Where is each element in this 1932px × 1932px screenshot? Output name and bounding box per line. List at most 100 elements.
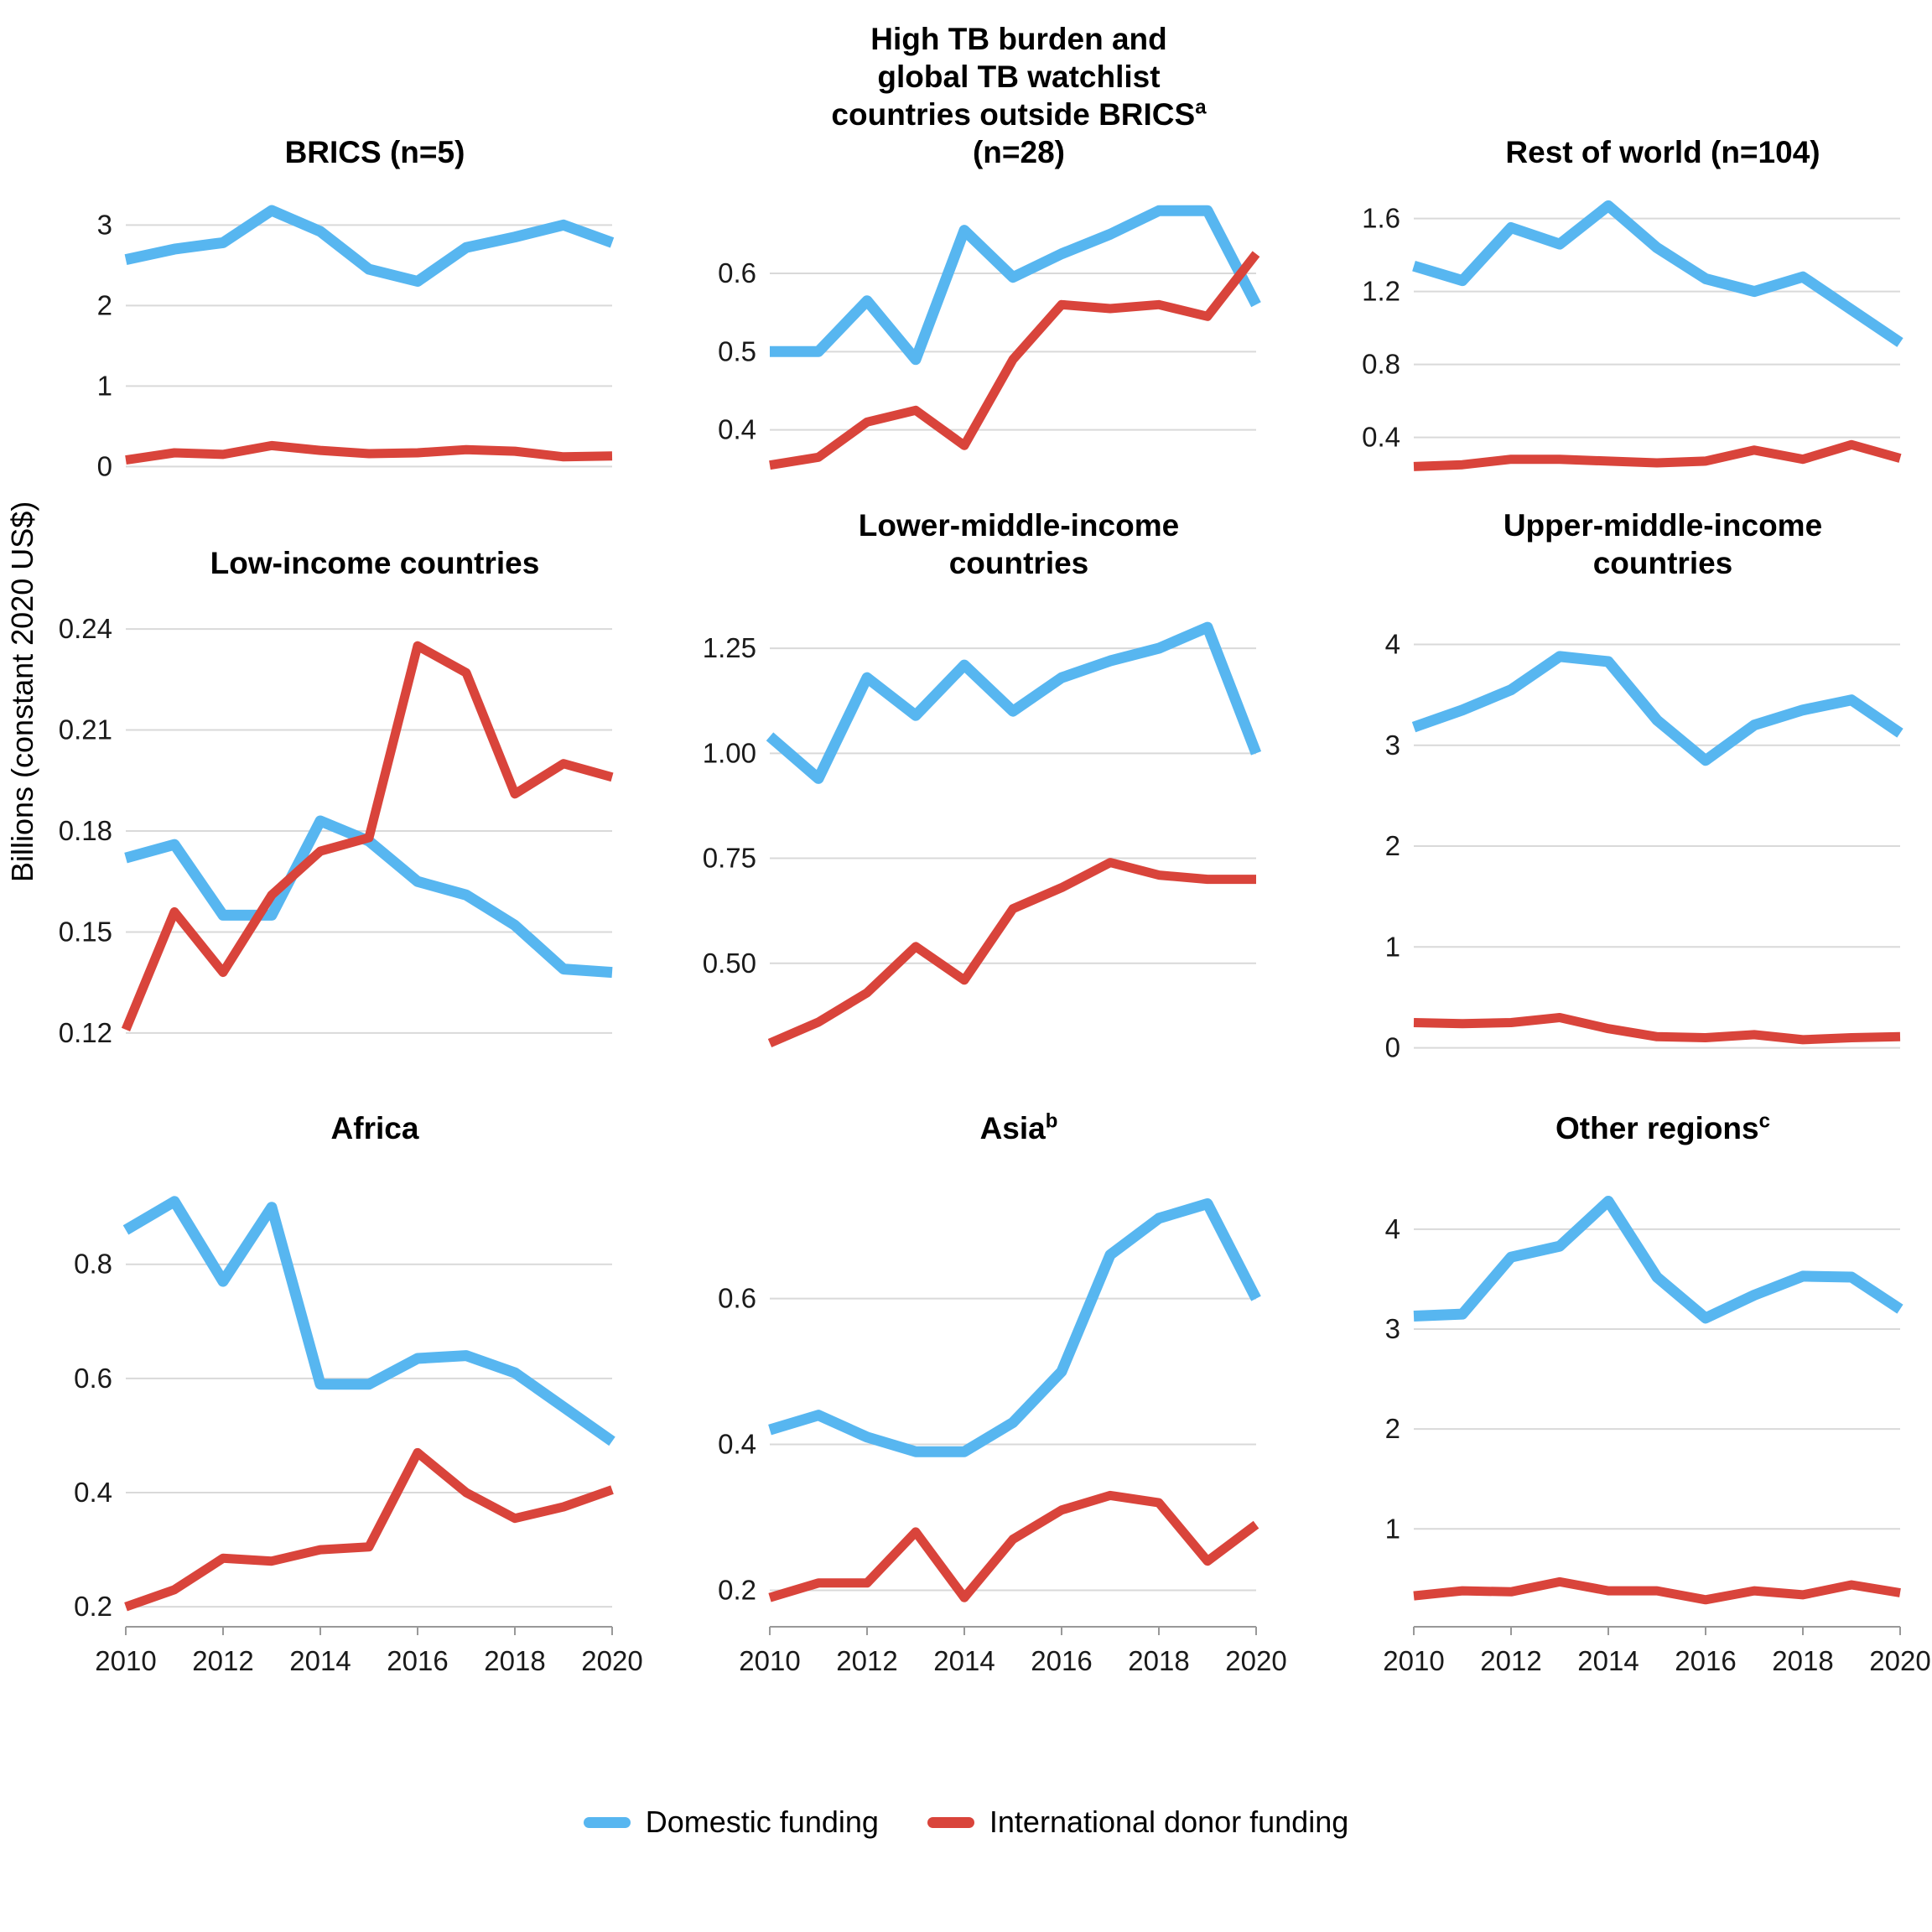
x-tick-label: 2010	[1383, 1645, 1444, 1676]
panel-rest-of-world: Rest of world (n=104) 0.4 0.8 1.2 1.6	[1288, 29, 1932, 483]
chart-asia: 0.2 0.4 0.6 2010 2012 2014 2016 2018 2020	[718, 1198, 1287, 1676]
panel-other-regions: Other regionsc 1 2 3 4 2010 2012 2014 2016 2018 20…	[1288, 1070, 1932, 1719]
legend-swatch-donor-icon	[927, 1816, 974, 1828]
x-tick-label: 2010	[739, 1645, 800, 1676]
line-domestic-upper-middle-income	[1411, 651, 1903, 766]
panel-title-upper-middle-income: Upper-middle-income countries	[1503, 507, 1823, 580]
legend: Domestic funding International donor fun…	[0, 1805, 1932, 1840]
y-tick-label: 1.00	[703, 737, 756, 768]
x-tick-label: 2012	[836, 1645, 897, 1676]
y-tick-label: 0.75	[703, 843, 756, 874]
x-tick-label: 2016	[1031, 1645, 1092, 1676]
line-domestic-high-tb-watchlist	[770, 205, 1261, 366]
y-tick-label: 1.25	[703, 632, 756, 663]
line-donor-brics	[125, 440, 613, 465]
line-donor-other-regions	[1413, 1576, 1901, 1605]
x-tick-label: 2016	[1675, 1645, 1736, 1676]
y-tick-label: 0.5	[718, 335, 756, 366]
y-tick-label: 0.21	[59, 714, 112, 745]
y-tick-label: 0.18	[59, 815, 112, 846]
panel-title-lower-middle-income: Lower-middle-income countries	[858, 507, 1180, 580]
legend-item-domestic: Domestic funding	[583, 1805, 879, 1840]
y-tick-label: 4	[1385, 629, 1400, 660]
line-domestic-other-regions	[1413, 1196, 1903, 1324]
y-tick-label: 0.6	[718, 1283, 756, 1314]
y-tick-label: 1.6	[1362, 203, 1400, 234]
line-donor-asia	[768, 1490, 1259, 1602]
panel-lower-middle-income: Lower-middle-income countries 0.50 0.75 1.00…	[644, 483, 1288, 1070]
chart-other-regions: 1 2 3 4 2010 2012 2014 2016 2018 2020	[1383, 1196, 1931, 1676]
chart-brics: 0 1 2 3	[97, 205, 615, 481]
x-tick-label: 2016	[387, 1645, 448, 1676]
x-tick-label: 2010	[95, 1645, 156, 1676]
legend-swatch-domestic-icon	[583, 1816, 631, 1828]
y-tick-label: 1	[1385, 1513, 1400, 1544]
line-donor-low-income	[121, 641, 614, 1031]
line-domestic-lower-middle-income	[766, 621, 1262, 784]
y-tick-label: 0.6	[74, 1363, 112, 1394]
legend-label-domestic: Domestic funding	[645, 1805, 879, 1839]
y-tick-label: 0.4	[1362, 422, 1400, 453]
footnote-marker-a: a	[1195, 96, 1207, 119]
panels-grid: BRICS (n=5) 0 1 2 3 High TB burden and global …	[0, 21, 1932, 1719]
y-tick-label: 0.24	[59, 613, 112, 644]
y-tick-label: 0.12	[59, 1017, 112, 1048]
line-donor-rest-of-world	[1413, 439, 1902, 471]
line-domestic-low-income	[124, 815, 613, 979]
y-tick-label: 2	[1385, 1413, 1400, 1444]
y-tick-label: 0.4	[74, 1477, 112, 1508]
footnote-marker-b: b	[1045, 1109, 1058, 1133]
panel-title-asia: Asiab	[979, 1109, 1058, 1145]
panel-asia: Asiab 0.2 0.4 0.6 2010 2012 2014 2016 2018 2020	[644, 1070, 1288, 1719]
panel-title-low-income: Low-income countries	[210, 545, 540, 580]
panel-title-other-regions: Other regionsc	[1555, 1109, 1770, 1145]
y-tick-label: 3	[1385, 1313, 1400, 1344]
panel-title-rest-of-world: Rest of world (n=104)	[1505, 134, 1820, 169]
x-tick-label: 2018	[1128, 1645, 1189, 1676]
legend-label-donor: International donor funding	[989, 1805, 1349, 1839]
x-tick-label: 2020	[1869, 1645, 1930, 1676]
x-tick-label: 2018	[484, 1645, 545, 1676]
y-tick-label: 1	[97, 370, 112, 401]
panel-title-high-tb-watchlist: High TB burden and global TB watchlist cou…	[831, 21, 1207, 169]
y-tick-label: 2	[1385, 830, 1400, 861]
y-tick-label: 0.6	[718, 257, 756, 288]
y-tick-label: 1.2	[1362, 276, 1400, 307]
y-tick-label: 4	[1385, 1213, 1400, 1244]
panel-low-income: Low-income countries 0.12 0.15 0.18 0.21 0.24	[0, 483, 644, 1070]
y-tick-label: 0.4	[718, 414, 756, 445]
line-domestic-asia	[768, 1198, 1261, 1457]
x-tick-label: 2012	[1480, 1645, 1541, 1676]
y-tick-label: 0.2	[74, 1591, 112, 1622]
y-tick-label: 3	[97, 209, 112, 240]
y-tick-label: 0	[97, 450, 112, 481]
panel-high-tb-watchlist: High TB burden and global TB watchlist cou…	[644, 21, 1288, 483]
y-tick-label: 2	[97, 289, 112, 320]
y-tick-label: 0	[1385, 1032, 1400, 1063]
y-tick-label: 0.2	[718, 1575, 756, 1606]
panel-title-africa: Africa	[330, 1110, 419, 1145]
panel-africa: Africa 0.2 0.4 0.6 0.8 2010 2012 2014 2016 2018 20…	[0, 1070, 644, 1719]
x-tick-label: 2012	[192, 1645, 253, 1676]
x-tick-label: 2018	[1772, 1645, 1833, 1676]
line-domestic-rest-of-world	[1412, 200, 1903, 347]
line-domestic-africa	[122, 1196, 615, 1446]
chart-high-tb-watchlist: 0.4 0.5 0.6	[718, 205, 1261, 470]
panel-brics: BRICS (n=5) 0 1 2 3	[0, 29, 644, 483]
x-tick-label: 2014	[1577, 1645, 1639, 1676]
chart-rest-of-world: 0.4 0.8 1.2 1.6	[1362, 200, 1903, 471]
legend-item-donor: International donor funding	[927, 1805, 1348, 1840]
y-axis-label: Billions (constant 2020 US$)	[5, 501, 39, 883]
y-tick-label: 0.8	[74, 1249, 112, 1280]
y-tick-label: 0.50	[703, 948, 756, 979]
line-donor-upper-middle-income	[1413, 1013, 1901, 1045]
line-donor-lower-middle-income	[767, 858, 1256, 1048]
chart-africa: 0.2 0.4 0.6 0.8 2010 2012 2014 2016 2018 2020	[74, 1196, 643, 1676]
line-donor-africa	[124, 1447, 614, 1612]
x-tick-label: 2014	[289, 1645, 351, 1676]
y-tick-label: 0.4	[718, 1429, 756, 1460]
x-tick-label: 2020	[581, 1645, 642, 1676]
line-domestic-brics	[124, 205, 615, 287]
panel-upper-middle-income: Upper-middle-income countries 0 1 2 3 4	[1288, 483, 1932, 1070]
y-tick-label: 1	[1385, 931, 1400, 962]
